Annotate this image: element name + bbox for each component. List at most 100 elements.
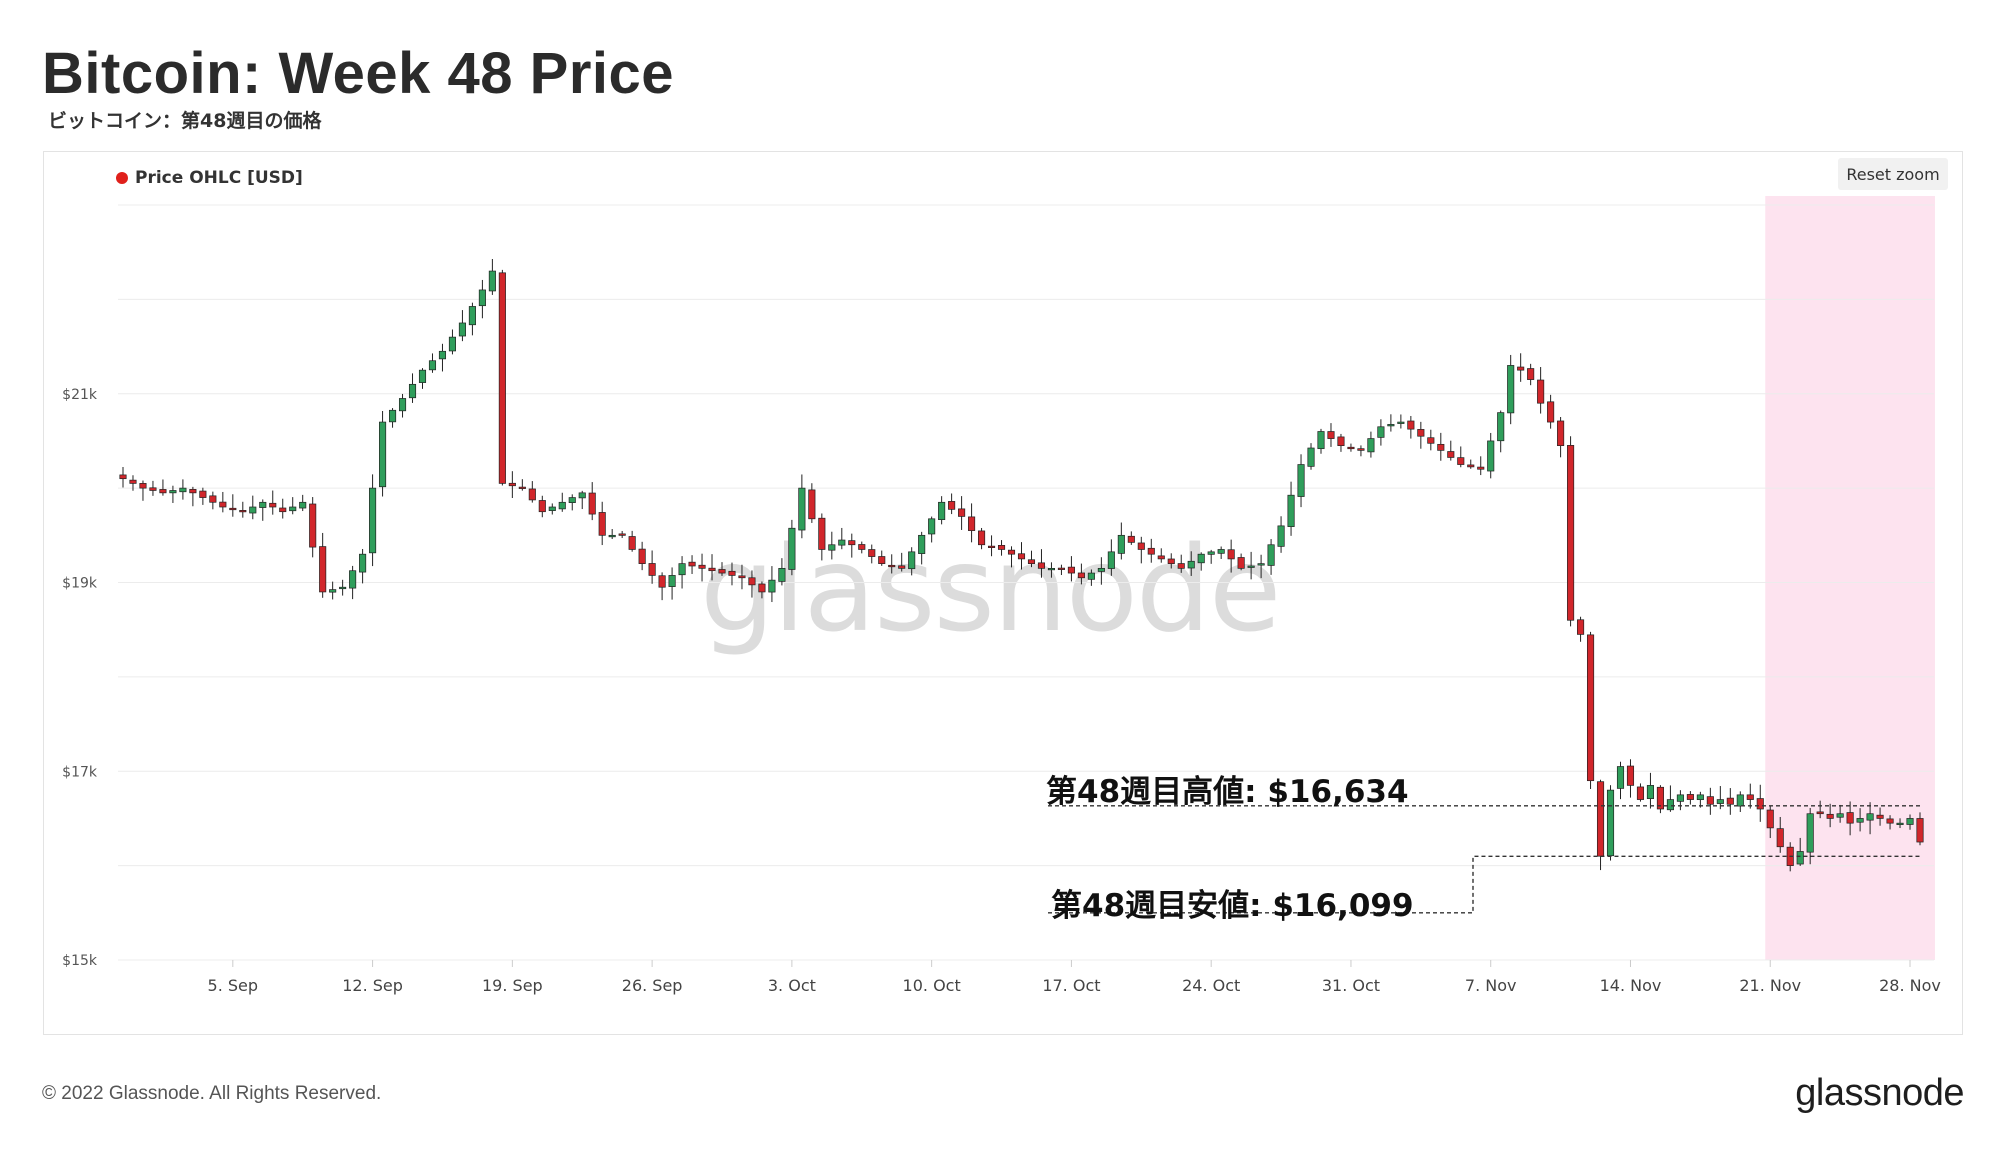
x-tick-label: 5. Sep bbox=[208, 976, 259, 995]
y-tick-label: $19k bbox=[62, 576, 98, 592]
candle-body bbox=[1167, 558, 1175, 564]
candle-body bbox=[1537, 379, 1545, 404]
candle-body bbox=[1127, 535, 1135, 543]
candle-body bbox=[1826, 813, 1834, 819]
candle-body bbox=[498, 272, 506, 484]
candle-body bbox=[568, 497, 576, 503]
x-tick-label: 14. Nov bbox=[1600, 976, 1662, 995]
candle-body bbox=[1027, 559, 1036, 564]
candle-body bbox=[1557, 420, 1565, 447]
candle-body bbox=[987, 545, 996, 548]
candle-body bbox=[179, 487, 187, 493]
x-tick-label: 26. Sep bbox=[622, 976, 683, 995]
candle-body bbox=[1517, 366, 1525, 371]
x-tick-label: 28. Nov bbox=[1879, 976, 1941, 995]
candle-body bbox=[458, 322, 466, 337]
candle-body bbox=[1916, 818, 1924, 843]
x-tick-label: 24. Oct bbox=[1182, 976, 1240, 995]
candle-body bbox=[1097, 567, 1105, 572]
candle-body bbox=[1207, 551, 1215, 555]
candle-body bbox=[838, 539, 846, 546]
candle-body bbox=[1577, 619, 1585, 635]
candle-body bbox=[1197, 553, 1205, 564]
candle-body bbox=[1317, 431, 1325, 450]
candle-body bbox=[818, 517, 826, 550]
candle-body bbox=[758, 583, 766, 593]
candle-body bbox=[1417, 429, 1425, 437]
candle-body bbox=[948, 501, 956, 510]
candle-body bbox=[279, 507, 287, 513]
candle-body bbox=[598, 512, 606, 536]
candle-body bbox=[1327, 431, 1335, 439]
candle-body bbox=[658, 575, 666, 588]
candle-body bbox=[1357, 448, 1365, 451]
x-tick-label: 10. Oct bbox=[903, 976, 961, 995]
candle-body bbox=[918, 534, 926, 554]
candle-body bbox=[339, 586, 347, 590]
candle-body bbox=[1047, 567, 1056, 571]
candle-body bbox=[1886, 818, 1894, 824]
x-tick-label: 12. Sep bbox=[342, 976, 403, 995]
candle-body bbox=[508, 482, 516, 487]
candle-body bbox=[908, 551, 916, 570]
candle-body bbox=[249, 506, 257, 514]
candle-body bbox=[1806, 813, 1814, 853]
candle-body bbox=[1397, 421, 1405, 424]
candle-body bbox=[688, 561, 696, 567]
legend-item[interactable]: Price OHLC [USD] bbox=[116, 168, 303, 188]
candle-body bbox=[858, 544, 866, 550]
candle-body bbox=[1547, 401, 1555, 423]
candle-body bbox=[379, 421, 387, 488]
candle-body bbox=[1287, 494, 1295, 527]
candle-body bbox=[1437, 443, 1445, 451]
candle-body bbox=[528, 488, 536, 501]
candle-body bbox=[668, 575, 676, 587]
candle-body bbox=[1816, 811, 1824, 815]
page-subtitle: ビットコイン：第48週目の価格 bbox=[48, 110, 322, 132]
candle-body bbox=[1726, 797, 1734, 805]
candle-body bbox=[1507, 365, 1515, 414]
candle-body bbox=[1447, 451, 1455, 458]
candle-body bbox=[1457, 457, 1465, 465]
candle-body bbox=[1586, 634, 1595, 782]
candle-body bbox=[1567, 445, 1575, 621]
candle-body bbox=[898, 565, 906, 569]
candle-body bbox=[1636, 786, 1645, 800]
candle-body bbox=[1746, 794, 1754, 800]
candle-body bbox=[488, 270, 496, 292]
candle-body bbox=[329, 589, 337, 593]
candle-body bbox=[1856, 818, 1864, 823]
candle-body bbox=[518, 486, 526, 489]
candle-body bbox=[1736, 794, 1744, 807]
candle-body bbox=[1147, 547, 1155, 555]
candle-body bbox=[548, 506, 556, 511]
candle-body bbox=[149, 487, 157, 491]
candle-body bbox=[418, 369, 427, 383]
candle-body bbox=[1846, 812, 1854, 824]
candle-body bbox=[1467, 464, 1475, 468]
candle-body bbox=[828, 544, 836, 551]
reset-zoom-button[interactable]: Reset zoom bbox=[1838, 158, 1948, 190]
candle-body bbox=[738, 575, 746, 579]
candle-body bbox=[1896, 822, 1904, 826]
x-tick-label: 3. Oct bbox=[768, 976, 816, 995]
candle-body bbox=[608, 534, 616, 538]
candle-body bbox=[1037, 562, 1046, 569]
candle-body bbox=[408, 383, 417, 399]
candle-body bbox=[219, 501, 227, 508]
candle-body bbox=[119, 474, 127, 480]
candle-body bbox=[618, 533, 626, 536]
candle-body bbox=[698, 564, 706, 569]
candle-body bbox=[1267, 544, 1275, 566]
candle-body bbox=[438, 350, 447, 360]
candle-body bbox=[1017, 553, 1026, 560]
candle-body bbox=[768, 579, 776, 593]
candle-body bbox=[1676, 794, 1684, 802]
candle-body bbox=[678, 563, 686, 576]
candle-body bbox=[648, 563, 656, 576]
candle-body bbox=[1836, 813, 1844, 818]
candle-body bbox=[229, 507, 237, 511]
candle-body bbox=[1766, 809, 1774, 829]
candle-body bbox=[1367, 438, 1375, 453]
